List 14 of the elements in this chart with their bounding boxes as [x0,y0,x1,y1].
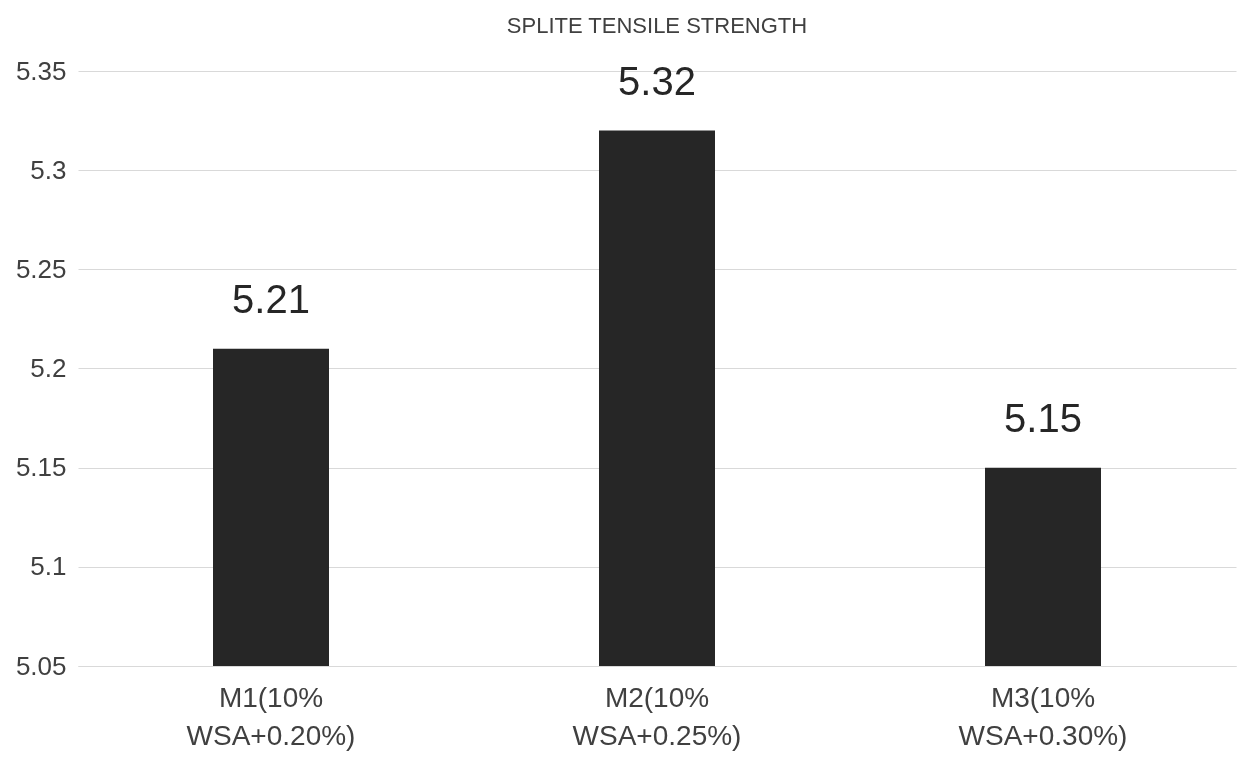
x-tick-label: M3(10% WSA+0.30%) [958,681,1128,751]
y-tick-label: 5.2 [30,353,67,383]
y-tick-label: 5.15 [15,452,67,483]
y-tick-label: 5.25 [15,253,67,284]
y-tick-label: 5.05 [15,650,67,681]
x-tick-label: M2(10% WSA+0.25%) [572,681,742,751]
chart-title: SPLITE TENSILE STRENGTH [506,13,808,38]
y-tick-label: 5.1 [30,551,67,582]
x-tick-label: M1(10% WSA+0.20%) [186,681,356,751]
data-label: 5.15 [1004,395,1082,440]
y-tick-label: 5.35 [15,55,67,86]
y-tick-label: 5.3 [30,154,67,185]
data-label: 5.21 [232,276,310,321]
data-label: 5.32 [618,58,696,103]
